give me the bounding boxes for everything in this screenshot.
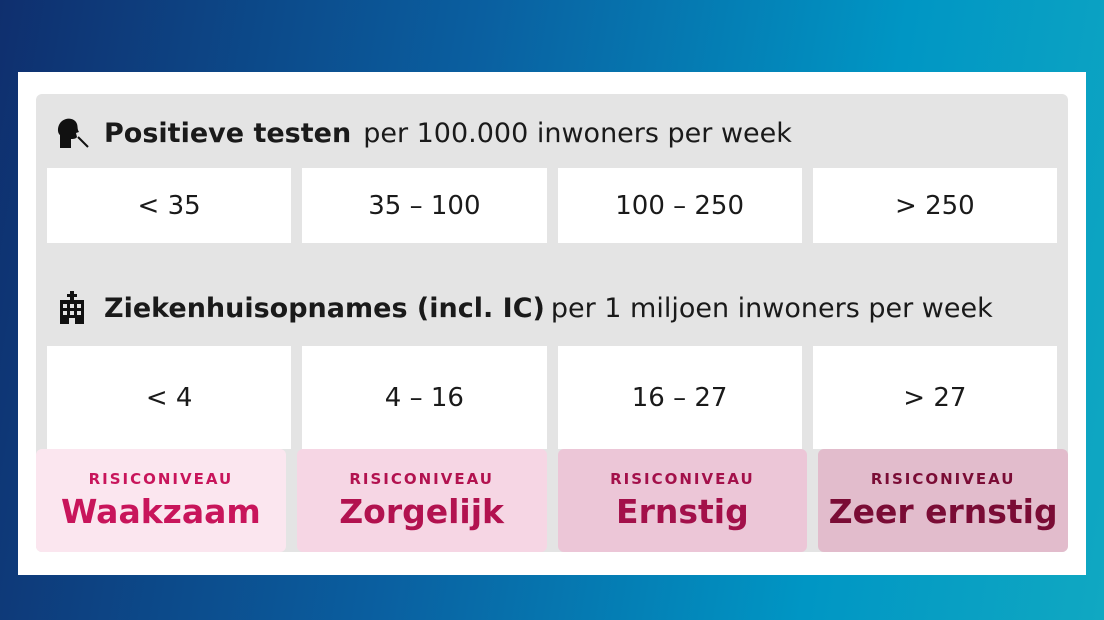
risk-level-label: RISICONIVEAU: [88, 470, 234, 488]
tests-cell-1: < 35: [47, 168, 292, 243]
risk-level-name: Zeer ernstig: [828, 492, 1058, 531]
risk-level-zorgelijk: RISICONIVEAU Zorgelijk: [296, 449, 547, 552]
tests-cell-2: 35 – 100: [302, 168, 547, 243]
hospital-cell-3: 16 – 27: [557, 346, 802, 449]
tests-header: Positieve testen per 100.000 inwoners pe…: [54, 96, 1044, 170]
risk-levels-panel: Positieve testen per 100.000 inwoners pe…: [36, 94, 1068, 552]
risk-level-name: Zorgelijk: [339, 492, 504, 531]
hospital-title: Ziekenhuisopnames (incl. IC): [104, 292, 545, 324]
tests-title: Positieve testen: [104, 117, 352, 149]
risk-level-name: Waakzaam: [60, 492, 261, 531]
tests-cell-4: > 250: [812, 168, 1057, 243]
person-swab-test-icon: [54, 115, 90, 151]
risk-level-label: RISICONIVEAU: [610, 470, 755, 488]
risk-levels-card: Positieve testen per 100.000 inwoners pe…: [18, 72, 1086, 575]
risk-level-zeer-ernstig: RISICONIVEAU Zeer ernstig: [818, 449, 1068, 552]
risk-level-name: Ernstig: [616, 492, 749, 531]
risk-level-ernstig: RISICONIVEAU Ernstig: [557, 449, 808, 552]
hospital-row: < 4 4 – 16 16 – 27 > 27: [47, 346, 1057, 449]
risk-level-label: RISICONIVEAU: [349, 470, 494, 488]
tests-cell-3: 100 – 250: [557, 168, 802, 243]
hospital-cell-4: > 27: [812, 346, 1057, 449]
hospital-building-icon: [54, 290, 90, 326]
hospital-cell-1: < 4: [47, 346, 292, 449]
risk-levels-row: RISICONIVEAU Waakzaam RISICONIVEAU Zorge…: [36, 449, 1068, 552]
risk-level-label: RISICONIVEAU: [870, 470, 1016, 488]
hospital-header: Ziekenhuisopnames (incl. IC) per 1 miljo…: [54, 271, 1044, 345]
hospital-cell-2: 4 – 16: [302, 346, 547, 449]
tests-row: < 35 35 – 100 100 – 250 > 250: [47, 168, 1057, 243]
tests-subtitle: per 100.000 inwoners per week: [363, 117, 792, 149]
risk-level-waakzaam: RISICONIVEAU Waakzaam: [36, 449, 286, 552]
hospital-subtitle: per 1 miljoen inwoners per week: [550, 292, 993, 324]
